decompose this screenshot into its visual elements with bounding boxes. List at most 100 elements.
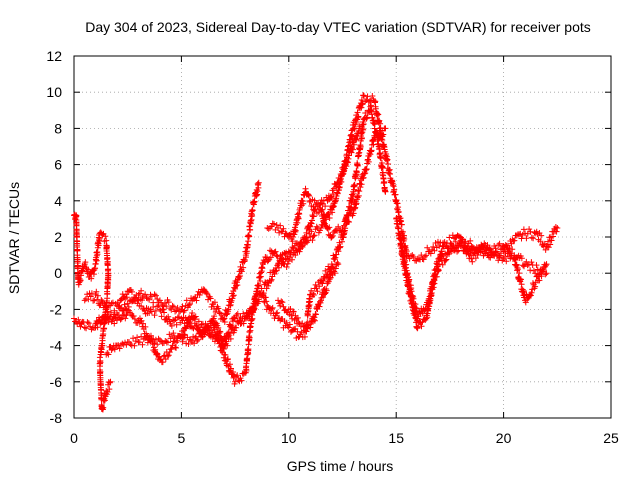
data-point [75,316,82,323]
data-point [172,344,179,351]
data-point [96,354,103,361]
data-point [517,276,524,283]
data-point [434,263,441,270]
data-point [152,292,159,299]
data-point [328,269,335,276]
series-track-b [72,92,560,366]
data-point [527,267,534,274]
data-point [249,315,256,322]
data-point [100,404,107,411]
data-point [511,255,518,262]
data-point [81,297,88,304]
data-point [291,326,298,333]
data-point [462,238,469,245]
data-point [357,143,364,150]
data-point [135,317,142,324]
data-point [528,289,535,296]
data-point [199,328,206,335]
data-point [431,270,438,277]
data-point [124,338,131,345]
data-point [143,333,150,340]
data-point [324,224,331,231]
data-point [318,279,325,286]
data-point [532,230,539,237]
data-point [178,306,185,313]
data-point [395,204,402,211]
data-point [414,255,421,262]
data-point [253,192,260,199]
data-point [191,314,198,321]
data-point [158,313,165,320]
data-point [267,278,274,285]
data-point [345,152,352,159]
data-point [267,269,274,276]
x-tick-label: 15 [388,430,404,446]
data-point [339,224,346,231]
data-point [527,228,534,235]
data-point [146,310,153,317]
data-point [527,291,534,298]
data-point [81,261,88,268]
data-point [349,145,356,152]
data-point [542,271,549,278]
data-point [445,244,452,251]
data-point [532,279,539,286]
data-point [192,313,199,320]
data-point [221,315,228,322]
data-point [237,273,244,280]
data-point [221,333,228,340]
data-point [302,234,309,240]
data-point [198,329,205,336]
data-point [350,125,357,132]
data-point [528,259,535,266]
data-point [275,297,282,304]
data-point [367,103,374,110]
data-point [161,309,168,316]
data-point [421,253,428,260]
data-point [158,338,165,345]
data-point [296,333,303,340]
data-point [207,320,214,327]
data-point [294,219,301,226]
data-point [313,200,320,207]
data-point [543,243,550,250]
data-point [404,272,411,279]
data-point [397,243,404,250]
data-point [548,237,555,244]
data-point [285,306,292,313]
data-point [307,197,314,204]
data-point [309,290,316,297]
data-point [446,251,453,258]
data-point [167,335,174,342]
data-point [376,143,383,150]
data-point [316,283,323,290]
data-point [365,158,372,165]
data-point [174,304,181,311]
data-point [358,135,365,142]
data-point [111,346,118,353]
data-point [150,299,157,306]
data-point [406,255,413,262]
data-point [467,237,474,244]
data-point [423,315,430,322]
data-point [167,320,174,327]
data-point [116,345,123,352]
data-point [297,239,304,246]
data-point [238,377,245,384]
data-point [351,141,358,148]
data-point [117,316,124,323]
data-point [518,281,525,288]
data-point [431,277,438,284]
data-point [173,339,180,346]
data-point [105,270,112,277]
data-point [289,238,296,245]
data-point [263,298,270,305]
data-point [533,262,540,269]
data-point [526,226,533,233]
data-point [207,295,214,302]
data-point [102,233,109,240]
data-point [168,306,175,313]
data-point [88,290,95,297]
data-point [543,270,550,277]
data-point [285,324,292,331]
